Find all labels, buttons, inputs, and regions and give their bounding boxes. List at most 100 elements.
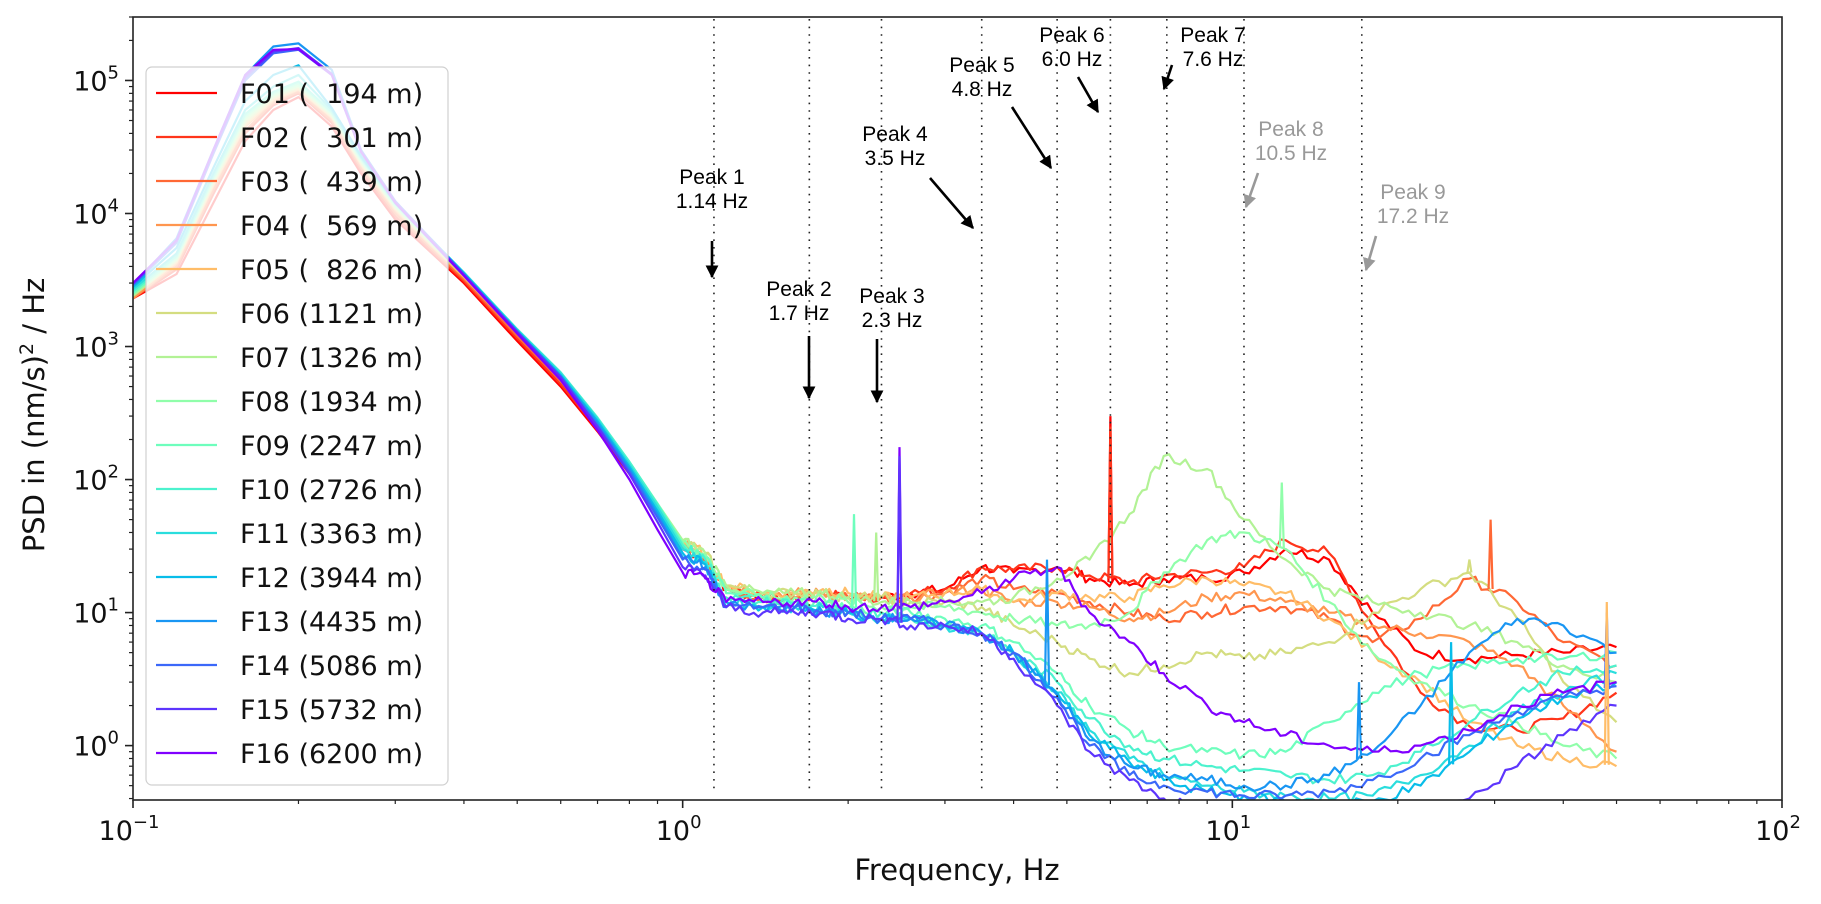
peak-frequency: 17.2 Hz — [1377, 205, 1449, 228]
series-line-f16 — [133, 48, 1617, 754]
peak-frequency: 10.5 Hz — [1255, 142, 1327, 165]
peak-label: Peak 4 — [862, 123, 928, 146]
y-axis-ticks: 100 101 102 103 104 105 — [73, 16, 133, 800]
peak-label: Peak 1 — [679, 166, 744, 189]
series-line-f06 — [133, 86, 1618, 723]
legend-item: F10 (2726 m) — [156, 475, 423, 506]
legend-item: F13 (4435 m) — [156, 607, 423, 638]
legend-item: F15 (5732 m) — [156, 695, 423, 726]
legend-label: F11 (3363 m) — [240, 519, 423, 550]
peak-arrow — [929, 177, 974, 229]
legend-label: F14 (5086 m) — [240, 651, 423, 682]
legend-label: F02 ( 301 m) — [240, 123, 423, 154]
y-tick-label: 102 — [73, 462, 119, 497]
legend-label: F12 (3944 m) — [240, 563, 423, 594]
peak-label: Peak 2 — [766, 278, 831, 301]
peak-arrow — [1076, 76, 1100, 114]
peak-annotation-4: Peak 43.5 Hz — [862, 123, 974, 229]
y-tick-label: 104 — [73, 195, 119, 230]
legend-item: F05 ( 826 m) — [156, 255, 423, 286]
peak-frequency: 6.0 Hz — [1042, 48, 1103, 71]
legend-box — [145, 66, 449, 786]
y-axis-label: PSD in (nm/s)2 / Hz — [16, 278, 51, 553]
x-tick-label: 10−1 — [99, 812, 160, 847]
spectral-spike — [1603, 601, 1610, 765]
peak-label: Peak 5 — [949, 54, 1014, 77]
peak-label: Peak 3 — [859, 285, 924, 308]
legend-label: F07 (1326 m) — [240, 343, 423, 374]
spectral-spike — [1448, 642, 1455, 765]
legend-label: F03 ( 439 m) — [240, 167, 423, 198]
legend-label: F09 (2247 m) — [240, 431, 423, 462]
series-line-f14 — [133, 48, 1617, 800]
legend-label: F08 (1934 m) — [240, 387, 423, 418]
peak-annotation-9: Peak 917.2 Hz — [1363, 181, 1449, 272]
peak-label: Peak 6 — [1039, 24, 1104, 47]
legend-label: F04 ( 569 m) — [240, 211, 423, 242]
spectral-spike — [1107, 426, 1114, 579]
series-line-f09 — [133, 82, 1617, 760]
legend-item: F03 ( 439 m) — [156, 167, 423, 198]
spectral-spike — [873, 532, 880, 602]
legend-label: F15 (5732 m) — [240, 695, 423, 726]
series-line-f08 — [133, 84, 1618, 760]
spectral-spike — [1278, 482, 1285, 548]
legend-item: F08 (1934 m) — [156, 387, 423, 418]
peak-annotation-2: Peak 21.7 Hz — [766, 278, 832, 400]
legend-item: F06 (1121 m) — [156, 299, 423, 330]
plot-frame — [132, 16, 1783, 801]
peak-annotation-3: Peak 32.3 Hz — [859, 285, 925, 404]
legend-item: F12 (3944 m) — [156, 563, 423, 594]
peak-arrow — [1161, 64, 1174, 91]
x-axis-label: Frequency, Hz — [854, 853, 1059, 887]
legend-label: F01 ( 194 m) — [240, 79, 423, 110]
y-tick-label: 100 — [73, 728, 119, 763]
legend-item: F11 (3363 m) — [156, 519, 423, 550]
x-tick-label: 101 — [1205, 812, 1251, 847]
peak-frequency: 2.3 Hz — [862, 309, 923, 332]
peak-frequency: 1.14 Hz — [676, 190, 748, 213]
legend-item: F09 (2247 m) — [156, 431, 423, 462]
spectral-spike — [896, 456, 903, 623]
series-line-f15 — [133, 47, 1617, 800]
legend-label: F16 (6200 m) — [240, 739, 423, 770]
peak-arrow — [1363, 235, 1378, 272]
peak-label: Peak 8 — [1258, 118, 1323, 141]
legend: F01 ( 194 m) F02 ( 301 m) F03 ( 439 m) F04 … — [145, 66, 449, 786]
series-line-f13 — [133, 42, 1617, 792]
legend-label: F05 ( 826 m) — [240, 255, 423, 286]
series-line-f02 — [133, 92, 1618, 734]
y-tick-label: 105 — [73, 62, 119, 97]
peak-arrow — [1010, 106, 1053, 170]
x-tick-label: 100 — [656, 812, 702, 847]
x-axis-ticks: 10−1 100 101 102 — [99, 800, 1801, 847]
legend-label: F13 (4435 m) — [240, 607, 423, 638]
spectral-spike — [1487, 519, 1494, 590]
legend-item: F01 ( 194 m) — [156, 79, 423, 110]
peak-annotation-6: Peak 66.0 Hz — [1039, 24, 1105, 114]
series-line-f10 — [133, 80, 1617, 785]
y-tick-label: 103 — [73, 329, 119, 364]
y-tick-label: 101 — [73, 595, 119, 630]
peak-label: Peak 9 — [1380, 181, 1445, 204]
legend-item: F14 (5086 m) — [156, 651, 423, 682]
peak-annotation-7: Peak 77.6 Hz — [1161, 24, 1246, 91]
series-curves — [133, 42, 1618, 800]
legend-item: F04 ( 569 m) — [156, 211, 423, 242]
peak-annotation-5: Peak 54.8 Hz — [949, 54, 1053, 170]
spectral-spike — [850, 514, 858, 609]
legend-label: F10 (2726 m) — [240, 475, 423, 506]
legend-item: F07 (1326 m) — [156, 343, 423, 374]
spectral-spike — [1355, 682, 1363, 760]
legend-item: F16 (6200 m) — [156, 739, 423, 770]
x-tick-label: 102 — [1755, 812, 1801, 847]
peak-arrow — [1243, 172, 1260, 209]
series-line-f12 — [133, 64, 1618, 800]
peak-annotation-8: Peak 810.5 Hz — [1243, 118, 1327, 209]
legend-label: F06 (1121 m) — [240, 299, 423, 330]
legend-item: F02 ( 301 m) — [156, 123, 423, 154]
spectral-spike — [1043, 559, 1051, 686]
spectral-spike — [1466, 559, 1473, 573]
